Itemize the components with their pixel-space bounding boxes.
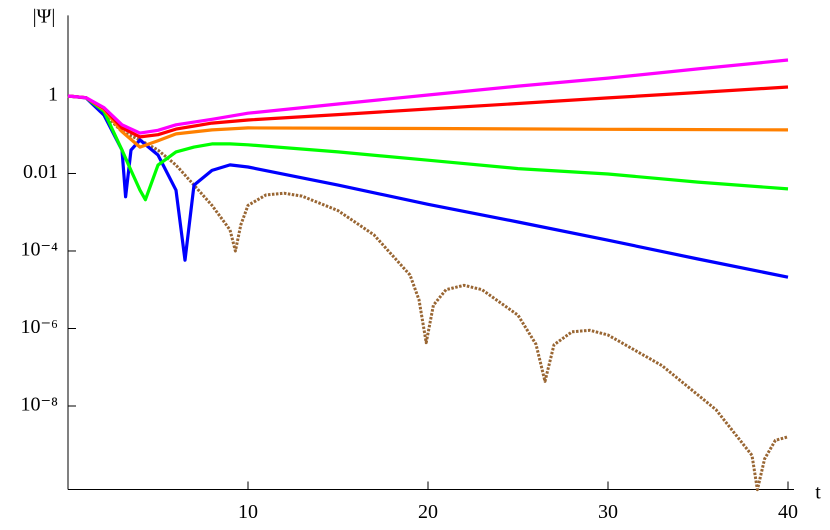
y-tick-label: 0.01 <box>23 161 58 183</box>
series-line <box>67 58 789 135</box>
y-tick-label: 10⁻⁸ <box>20 394 58 416</box>
y-tick-label: 1 <box>48 84 58 106</box>
series-line <box>67 94 789 279</box>
x-tick-label: 40 <box>778 501 798 523</box>
series-line <box>67 94 789 149</box>
series-line <box>67 94 789 202</box>
series-line <box>67 94 789 492</box>
x-tick-label: 30 <box>598 501 618 523</box>
x-tick-label: 20 <box>418 501 438 523</box>
y-tick-label: 10⁻⁴ <box>20 239 58 261</box>
y-axis-label: |Ψ| <box>33 6 56 28</box>
y-tick-label: 10⁻⁶ <box>20 316 58 338</box>
x-axis-label: t <box>815 482 821 504</box>
x-tick-label: 10 <box>238 501 258 523</box>
